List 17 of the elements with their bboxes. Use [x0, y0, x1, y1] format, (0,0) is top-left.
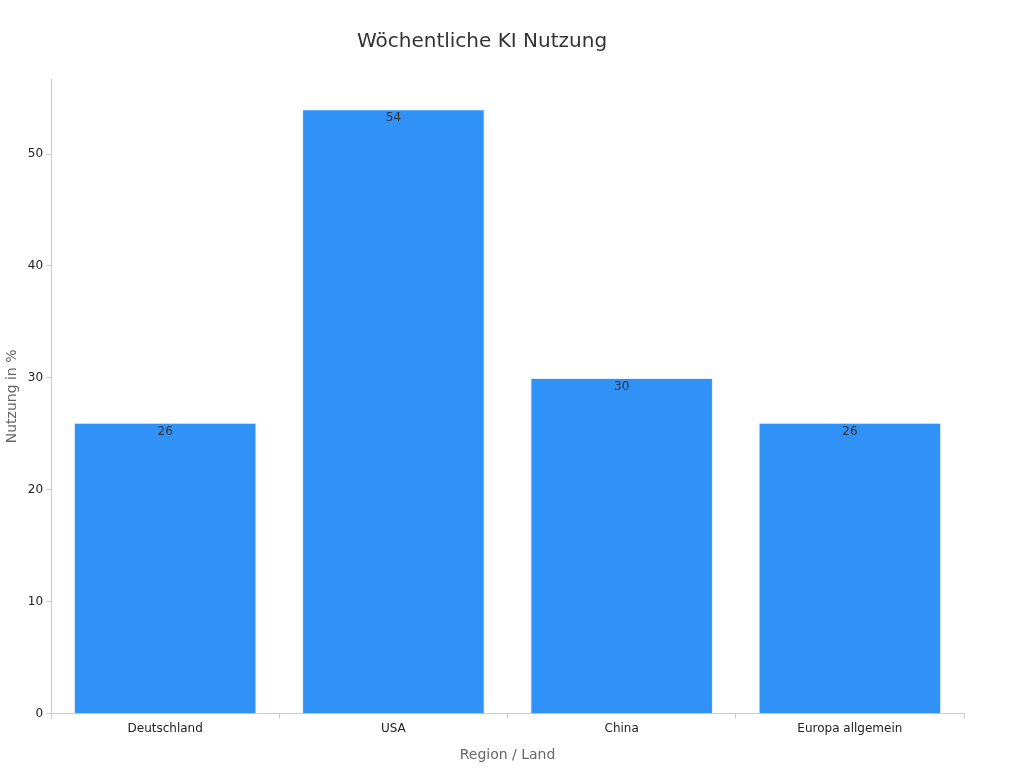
- chart-title: Wöchentliche KI Nutzung: [356, 28, 608, 53]
- x-axis-title: Region / Land: [459, 746, 556, 763]
- x-tick-label: USA: [381, 721, 407, 736]
- y-tick-label: 50: [27, 146, 44, 161]
- x-tick-label: Europa allgemein: [797, 721, 903, 736]
- data-label: 54: [385, 110, 402, 125]
- y-tick-label: 10: [27, 593, 44, 608]
- y-tick-label: 30: [27, 370, 44, 385]
- data-label: 26: [157, 423, 173, 438]
- y-axis-title: Nutzung in %: [3, 349, 20, 444]
- x-tick-label: China: [604, 721, 639, 736]
- x-tick-label: Deutschland: [127, 721, 203, 736]
- data-label: 26: [842, 423, 858, 438]
- y-tick-label: 0: [35, 705, 44, 720]
- y-tick-label: 40: [27, 258, 44, 273]
- y-tick-label: 20: [27, 482, 44, 497]
- data-label: 30: [614, 379, 630, 394]
